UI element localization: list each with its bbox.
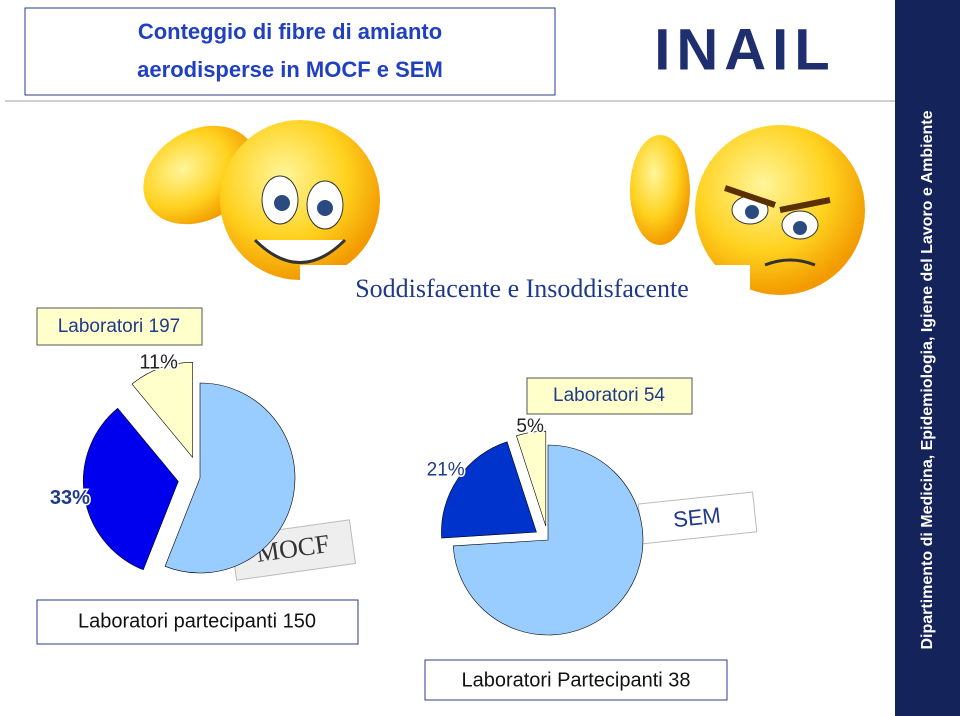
title-box	[24, 7, 556, 96]
annotation-box	[36, 599, 359, 645]
sidebar	[895, 0, 960, 716]
data-label: 21%	[427, 459, 465, 480]
pie-slice	[452, 444, 644, 636]
data-label: 5%	[516, 416, 544, 437]
emoji-unhappy	[630, 125, 865, 295]
annotation-box	[36, 307, 203, 346]
pie-slice	[516, 430, 547, 527]
data-label: 33%	[50, 487, 90, 509]
annotation: Laboratori 54	[553, 385, 665, 406]
annotation: SEM	[672, 502, 722, 532]
emoji-happy	[143, 120, 380, 280]
pie-slice	[83, 407, 179, 571]
annotation: Laboratori partecipanti 150	[78, 610, 316, 632]
annotation-box	[424, 659, 728, 701]
title-line: aerodisperse in MOCF e SEM	[137, 57, 443, 82]
subtitle-box	[300, 265, 750, 313]
annotation: Laboratori 197	[58, 316, 181, 337]
pie-slice	[164, 382, 296, 574]
pie-slice	[131, 362, 193, 459]
title-line: Conteggio di fibre di amianto	[138, 19, 442, 44]
logo: INAIL	[654, 17, 835, 82]
charts: 33% 11% 21% 5%	[48, 350, 644, 636]
pie-slice	[441, 441, 537, 539]
subtitle: Soddisfacente e Insoddisfacente	[355, 274, 689, 303]
annotation-box	[526, 377, 693, 415]
data-label: 11%	[139, 351, 178, 373]
annotation: Laboratori Partecipanti 38	[461, 669, 690, 691]
sidebar-text: Dipartimento di Medicina, Epidemiologia,…	[919, 110, 936, 649]
